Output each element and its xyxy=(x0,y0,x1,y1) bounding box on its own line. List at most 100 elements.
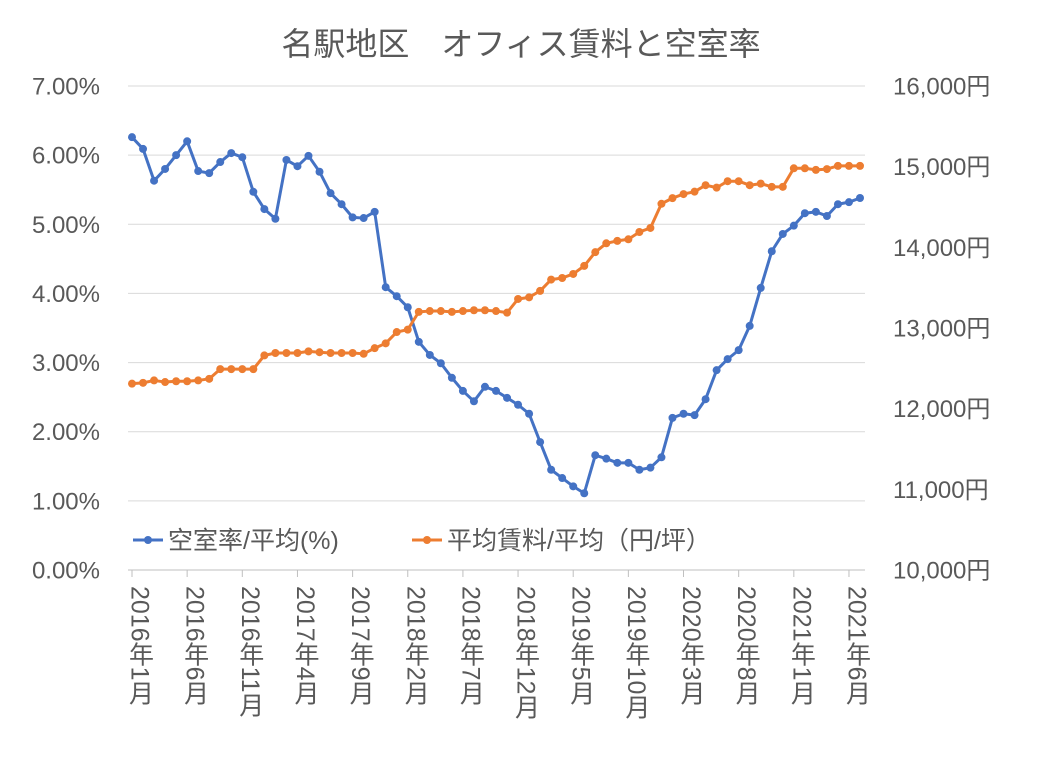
legend-marker xyxy=(423,536,431,544)
y-right-tick-label: 11,000円 xyxy=(893,477,989,504)
average-rent-point xyxy=(712,183,721,192)
vacancy-rate-point xyxy=(701,395,710,404)
average-rent-series xyxy=(128,161,864,388)
average-rent-point xyxy=(800,164,809,173)
vacancy-rate-point xyxy=(436,359,445,368)
vacancy-rate-point xyxy=(359,214,368,223)
y-right-tick-label: 13,000円 xyxy=(893,316,990,343)
vacancy-rate-point xyxy=(403,303,412,312)
average-rent-point xyxy=(856,161,864,170)
vacancy-rate-point xyxy=(425,350,434,359)
average-rent-point xyxy=(128,379,136,388)
average-rent-point xyxy=(525,293,534,302)
legend-item-vacancy-rate: 空室率/平均(%) xyxy=(133,527,339,555)
y-right-tick-label: 10,000円 xyxy=(893,558,990,585)
y-left-tick-label: 7.00% xyxy=(32,74,100,101)
vacancy-rate-point xyxy=(458,386,467,395)
vacancy-rate-point xyxy=(800,209,809,218)
vacancy-rate-point xyxy=(712,366,721,375)
average-rent-point xyxy=(326,349,335,358)
average-rent-point xyxy=(425,307,434,316)
y-left-tick-label: 1.00% xyxy=(32,488,100,515)
vacancy-rate-point xyxy=(469,397,478,406)
y-right-tick-label: 15,000円 xyxy=(893,154,990,181)
vacancy-rate-point xyxy=(238,153,247,162)
average-rent-point xyxy=(337,349,346,358)
vacancy-rate-point xyxy=(591,451,600,460)
vacancy-rate-point xyxy=(271,214,280,223)
average-rent-point xyxy=(734,177,743,186)
vacancy-rate-point xyxy=(183,137,192,146)
average-rent-point xyxy=(602,239,611,248)
average-rent-point xyxy=(304,347,313,356)
vacancy-rate-point xyxy=(348,213,357,222)
vacancy-rate-point xyxy=(392,292,401,301)
y-left-tick-label: 2.00% xyxy=(32,419,100,446)
average-rent-point xyxy=(767,182,776,191)
average-rent-point xyxy=(271,349,280,358)
vacancy-rate-point xyxy=(635,465,644,474)
vacancy-rate-point xyxy=(326,189,335,198)
average-rent-point xyxy=(668,194,677,203)
average-rent-point xyxy=(492,307,500,316)
average-rent-point xyxy=(514,294,523,303)
vacancy-rate-point xyxy=(690,411,699,420)
average-rent-point xyxy=(370,344,379,353)
vacancy-rate-point xyxy=(525,409,534,418)
series-layer xyxy=(128,133,864,498)
vacancy-rate-point xyxy=(337,200,346,209)
average-rent-point xyxy=(447,307,456,316)
average-rent-point xyxy=(436,307,445,316)
vacancy-rate-point xyxy=(734,346,743,355)
vacancy-rate-point xyxy=(547,465,556,474)
vacancy-rate-point xyxy=(602,454,611,463)
average-rent-point xyxy=(657,199,666,208)
vacancy-rate-point xyxy=(150,176,159,185)
vacancy-rate-point xyxy=(315,167,324,176)
vacancy-rate-point xyxy=(536,438,545,447)
vacancy-rate-point xyxy=(414,337,423,346)
vacancy-rate-point xyxy=(657,453,666,462)
vacancy-rate-series xyxy=(128,133,864,498)
vacancy-rate-point xyxy=(205,169,214,178)
legend-marker xyxy=(144,536,152,544)
average-rent-point xyxy=(194,376,203,385)
average-rent-point xyxy=(381,339,390,348)
vacancy-rate-point xyxy=(789,221,798,230)
average-rent-point xyxy=(778,182,787,191)
average-rent-point xyxy=(249,365,258,374)
y-right-tick-label: 16,000円 xyxy=(893,74,990,101)
average-rent-point xyxy=(646,223,655,232)
vacancy-rate-point xyxy=(304,151,313,160)
average-rent-point xyxy=(558,273,567,282)
average-rent-point xyxy=(833,161,842,170)
average-rent-point xyxy=(789,164,798,173)
average-rent-point xyxy=(844,161,853,170)
average-rent-point xyxy=(822,165,831,174)
y-left-tick-label: 0.00% xyxy=(32,558,100,585)
vacancy-rate-point xyxy=(844,198,853,207)
y-right-tick-label: 12,000円 xyxy=(893,396,990,423)
average-rent-point xyxy=(392,328,401,337)
vacancy-rate-point xyxy=(745,321,754,330)
chart-title: 名駅地区 オフィス賃料と空室率 xyxy=(281,26,760,62)
average-rent-point xyxy=(172,377,181,386)
vacancy-rate-point xyxy=(172,151,181,160)
vacancy-rate-point xyxy=(161,164,170,173)
legend-label: 空室率/平均(%) xyxy=(168,527,339,555)
average-rent-point xyxy=(624,235,633,244)
average-rent-point xyxy=(701,181,710,190)
average-rent-point xyxy=(315,348,324,357)
average-rent-point xyxy=(811,165,820,174)
vacancy-rate-point xyxy=(227,149,236,158)
average-rent-point xyxy=(635,228,644,237)
vacancy-rate-point xyxy=(624,458,633,467)
vacancy-rate-point xyxy=(447,373,456,382)
vacancy-rate-point xyxy=(216,158,225,167)
y-left-tick-label: 5.00% xyxy=(32,212,100,239)
legend-item-average-rent: 平均賃料/平均（円/坪） xyxy=(412,527,711,555)
average-rent-point xyxy=(756,179,765,188)
vacancy-rate-point xyxy=(381,283,390,292)
gridlines xyxy=(128,85,865,502)
